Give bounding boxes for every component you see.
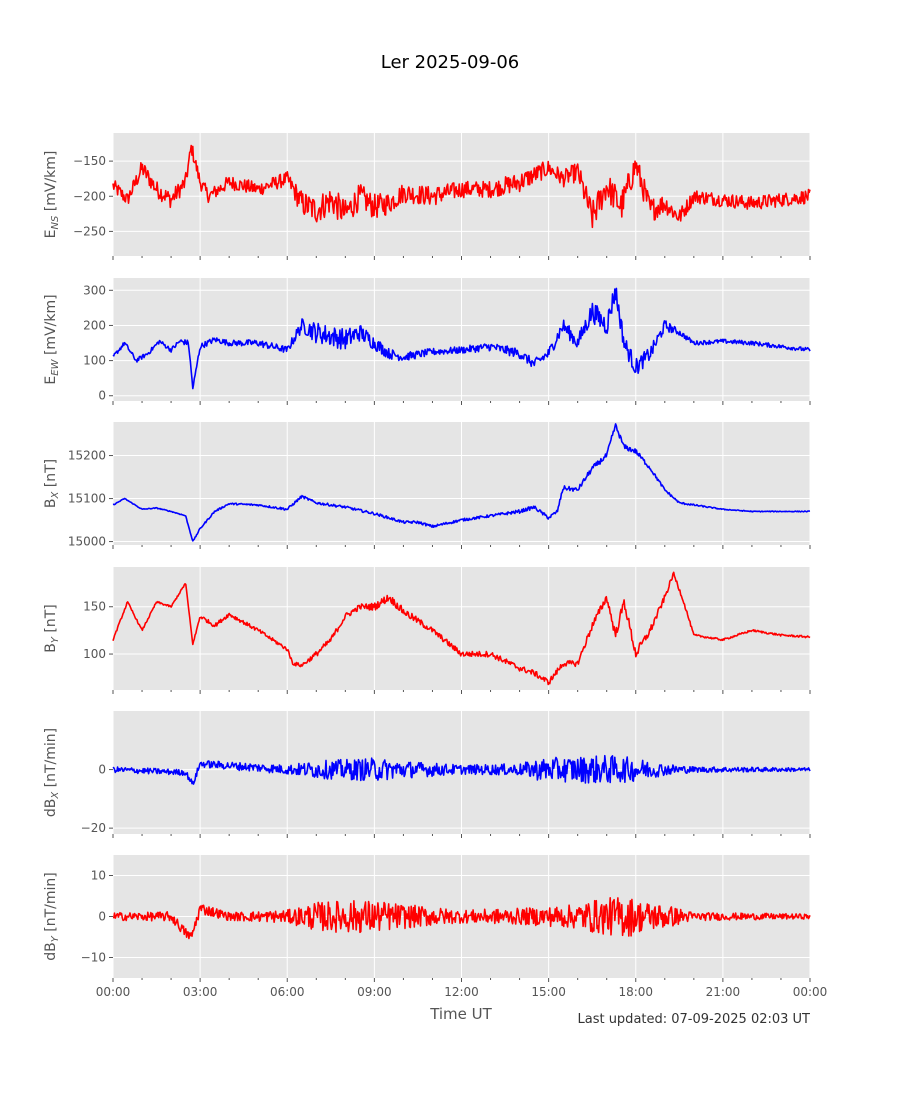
y-axis-label: dBY [nT/min] <box>43 872 61 961</box>
x-tick-label: 21:00 <box>706 985 741 999</box>
y-tick-label: 0 <box>98 389 106 403</box>
y-tick-label: 15200 <box>68 449 106 463</box>
y-axis-label: BY [nT] <box>43 604 61 653</box>
y-axis-label: ENS [mV/km] <box>43 151 61 239</box>
y-tick-label: −150 <box>73 154 106 168</box>
panel-2: 300 200 100 0 EEW [mV/km] <box>43 278 811 405</box>
panel-1: −150 −200 −250 ENS [mV/km] <box>43 133 811 260</box>
y-tick-label: −250 <box>73 224 106 238</box>
y-tick-label: −10 <box>81 951 106 965</box>
y-tick-label: 10 <box>91 869 106 883</box>
y-tick-label: 0 <box>98 763 106 777</box>
y-tick-label: 0 <box>98 910 106 924</box>
y-tick-label: −200 <box>73 189 106 203</box>
series-line <box>112 287 811 390</box>
y-tick-label: 100 <box>83 647 106 661</box>
series-line <box>112 571 811 686</box>
series-line <box>112 754 811 785</box>
y-tick-label: −20 <box>81 821 106 835</box>
y-tick-label: 15100 <box>68 492 106 506</box>
last-updated-label: Last updated: 07-09-2025 02:03 UT <box>577 1012 810 1027</box>
panel-4: 150 100 BY [nT] <box>43 567 811 694</box>
y-axis-label: EEW [mV/km] <box>43 294 61 384</box>
y-tick-label: 200 <box>83 318 106 332</box>
x-tick-label: 18:00 <box>618 985 653 999</box>
x-tick-label: 00:00 <box>96 985 131 999</box>
y-axis-label: dBX [nT/min] <box>43 728 61 817</box>
panel-3: 15200 15100 15000 BX [nT] <box>43 422 811 549</box>
series-line <box>112 896 811 940</box>
series-line <box>112 144 811 229</box>
y-axis-label: BX [nT] <box>43 459 61 508</box>
x-tick-label: 09:00 <box>357 985 392 999</box>
y-tick-label: 15000 <box>68 535 106 549</box>
x-tick-label: 15:00 <box>531 985 566 999</box>
panel-5: 0 −20 dBX [nT/min] <box>43 711 811 838</box>
x-axis-label: Time UT <box>430 1005 492 1023</box>
x-tick-label: 00:00 <box>793 985 828 999</box>
y-tick-label: 300 <box>83 283 106 297</box>
x-tick-label: 03:00 <box>183 985 218 999</box>
x-tick-label: 12:00 <box>444 985 479 999</box>
y-tick-label: 100 <box>83 354 106 368</box>
chart-title: Ler 2025-09-06 <box>380 52 520 73</box>
panel-6: 10 0 −10 dBY [nT/min] 00:00 03:00 06:00 09:00 12… <box>43 855 827 999</box>
x-tick-label: 06:00 <box>270 985 305 999</box>
series-line <box>112 423 811 542</box>
y-tick-label: 150 <box>83 600 106 614</box>
